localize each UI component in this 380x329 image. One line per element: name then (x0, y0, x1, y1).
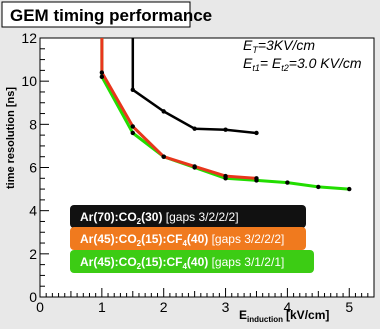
data-point-series-1 (254, 130, 259, 136)
y-tick-label: 6 (29, 160, 37, 176)
data-point-series-1 (130, 87, 135, 93)
data-point-series-1 (223, 127, 228, 132)
y-tick-label: 0 (29, 289, 37, 305)
annotation-line-1: ET=3KV/cm (243, 37, 315, 55)
x-tick-label: 1 (98, 299, 106, 315)
legend-box-series-2 (70, 227, 306, 250)
x-tick-label: 4 (284, 299, 292, 315)
x-tick-label: 2 (160, 299, 168, 315)
y-tick-label: 2 (29, 246, 37, 262)
data-point-series-3 (347, 186, 352, 192)
x-tick-label: 3 (222, 299, 230, 315)
x-tick-label: 5 (345, 299, 353, 315)
data-point-series-3 (316, 184, 321, 190)
y-tick-label: 12 (21, 30, 37, 46)
data-point-series-2 (254, 176, 259, 181)
series-points (99, 70, 352, 192)
y-axis-label: time resolution [ns] (5, 87, 17, 189)
data-point-series-1 (161, 109, 166, 114)
data-point-series-3 (285, 180, 290, 185)
series-line-3 (100, 38, 350, 191)
y-tick-label: 10 (21, 73, 37, 89)
legend-label-series-1: Ar(70):CO2(30) [gaps 3/2/2/2] (80, 210, 239, 226)
legend-box-series-1 (70, 205, 306, 228)
data-point-series-2 (99, 70, 105, 75)
legend-box-series-3 (70, 250, 314, 273)
chart-title: GEM timing performance (10, 6, 212, 25)
y-tick-label: 8 (29, 116, 37, 132)
legend: Ar(70):CO2(30) [gaps 3/2/2/2] Ar(45):CO2… (70, 205, 314, 273)
series-line-1 (131, 38, 257, 135)
data-point-series-3 (99, 74, 105, 80)
annotation-line-2: Et1= Et2=3.0 KV/cm (243, 55, 362, 73)
legend-label-series-3: Ar(45):CO2(15):CF4(40) [gaps 3/1/2/1] (80, 255, 284, 271)
x-tick-label: 0 (36, 299, 44, 315)
title-box (1, 1, 191, 28)
y-tick-label: 4 (29, 203, 37, 219)
data-point-series-2 (161, 154, 166, 159)
data-point-series-2 (192, 164, 197, 169)
data-point-series-2 (223, 173, 228, 179)
data-point-series-3 (130, 130, 135, 136)
data-point-series-2 (130, 124, 135, 129)
legend-label-series-2: Ar(45):CO2(15):CF4(40) [gaps 3/2/2/2] (80, 232, 284, 248)
x-axis-label: Einduction [kV/cm] (239, 308, 329, 324)
data-point-series-1 (192, 126, 197, 131)
